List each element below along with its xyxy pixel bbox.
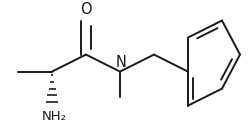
Text: N: N [116, 55, 126, 70]
Text: O: O [80, 2, 92, 17]
Text: NH₂: NH₂ [42, 110, 66, 123]
